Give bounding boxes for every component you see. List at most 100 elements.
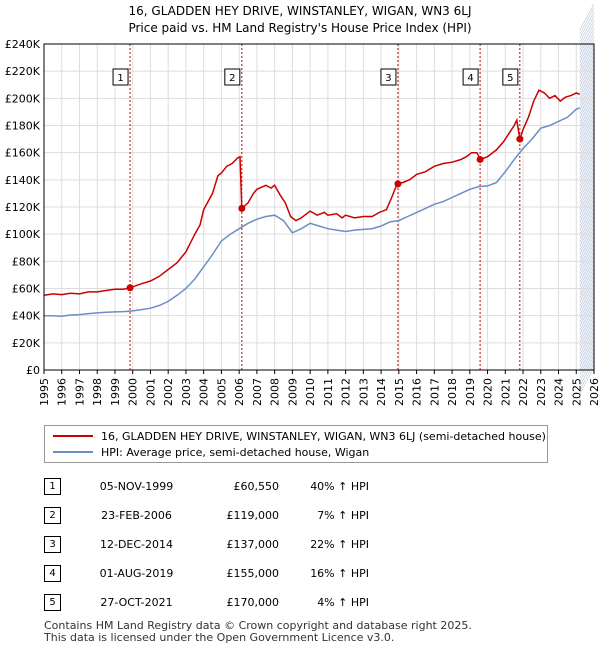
x-tick-label: 2012	[340, 378, 353, 406]
footer: Contains HM Land Registry data © Crown c…	[44, 620, 472, 644]
table-row: 5 27-OCT-2021 £170,000 4% ↑ HPI	[44, 588, 369, 617]
legend-hpi-label: HPI: Average price, semi-detached house,…	[101, 445, 370, 459]
sale-price: £137,000	[226, 538, 280, 551]
sale-number-box	[224, 68, 241, 86]
sale-price: £170,000	[226, 596, 280, 609]
x-tick-label: 2019	[464, 378, 477, 406]
x-tick-label: 2022	[517, 378, 530, 406]
sale-number-label: 2	[229, 73, 235, 84]
sale-hpi-diff: 22% ↑ HPI	[310, 538, 369, 551]
price-line	[43, 89, 581, 297]
x-tick-label: 2018	[446, 378, 459, 406]
sale-number-box	[462, 68, 479, 86]
sale-number-badge: 1	[44, 478, 61, 495]
table-row: 3 12-DEC-2014 £137,000 22% ↑ HPI	[44, 530, 369, 559]
table-row: 2 23-FEB-2006 £119,000 7% ↑ HPI	[44, 501, 369, 530]
y-tick-label: £120K	[5, 201, 41, 214]
table-row: 1 05-NOV-1999 £60,550 40% ↑ HPI	[44, 472, 369, 501]
legend: 16, GLADDEN HEY DRIVE, WINSTANLEY, WIGAN…	[44, 425, 548, 463]
sale-date: 27-OCT-2021	[100, 596, 173, 609]
sale-price: £60,550	[233, 480, 280, 493]
sale-point	[126, 284, 134, 292]
y-tick-label: £160K	[5, 147, 41, 160]
legend-item-price: 16, GLADDEN HEY DRIVE, WINSTANLEY, WIGAN…	[53, 428, 546, 444]
chart-title: 16, GLADDEN HEY DRIVE, WINSTANLEY, WIGAN…	[128, 4, 472, 18]
x-tick-label: 2011	[322, 378, 335, 406]
sale-date: 01-AUG-2019	[99, 567, 174, 580]
sale-point	[516, 135, 524, 143]
x-tick-label: 2014	[375, 378, 388, 406]
x-tick-label: 2010	[304, 378, 317, 406]
plot-border	[43, 43, 595, 371]
x-tick-label: 1996	[56, 378, 69, 406]
hpi-line	[44, 107, 581, 318]
x-tick-label: 2015	[393, 378, 406, 406]
sale-date: 23-FEB-2006	[101, 509, 172, 522]
x-tick-label: 2023	[535, 378, 548, 406]
x-tick-label: 2008	[269, 378, 282, 406]
y-tick-label: £140K	[5, 174, 41, 187]
sale-point	[238, 204, 246, 212]
x-tick-label: 2026	[588, 378, 600, 406]
y-tick-label: £0	[26, 364, 40, 377]
sale-hpi-diff: 16% ↑ HPI	[310, 567, 369, 580]
x-tick-label: 2004	[198, 378, 211, 406]
y-tick-label: £40K	[12, 310, 41, 323]
price-chart: £0 £20K £40K £60K £80K £100K £120K £140K £160K £1…	[5, 3, 600, 406]
sale-point	[476, 155, 484, 163]
sale-number-label: 5	[507, 73, 513, 84]
sale-hpi-diff: 7% ↑ HPI	[317, 509, 369, 522]
x-tick-label: 1995	[38, 378, 51, 406]
x-tick-label: 2009	[286, 378, 299, 406]
x-tick-label: 2003	[180, 378, 193, 406]
x-tick-label: 1998	[91, 378, 104, 406]
x-tick-label: 2020	[482, 378, 495, 406]
sale-hpi-diff: 40% ↑ HPI	[310, 480, 369, 493]
y-tick-label: £240K	[5, 38, 41, 51]
x-tick-label: 2013	[357, 378, 370, 406]
x-tick-label: 2021	[499, 378, 512, 406]
sale-number-badge: 3	[44, 536, 61, 553]
hpi-line-swatch	[53, 451, 93, 453]
x-tick-label: 2002	[162, 378, 175, 406]
sale-number-label: 1	[117, 73, 123, 84]
x-tick-label: 2025	[570, 378, 583, 406]
sale-number-box	[112, 68, 129, 86]
x-tick-label: 2007	[251, 378, 264, 406]
price-line-swatch	[53, 435, 93, 437]
chart-subtitle: Price paid vs. HM Land Registry's House …	[128, 21, 472, 35]
x-tick-label: 1997	[73, 378, 86, 406]
legend-price-label: 16, GLADDEN HEY DRIVE, WINSTANLEY, WIGAN…	[101, 429, 546, 443]
y-tick-label: £220K	[5, 65, 41, 78]
sale-number-label: 4	[467, 73, 473, 84]
licence-text: This data is licensed under the Open Gov…	[44, 631, 395, 644]
sale-price: £119,000	[226, 509, 280, 522]
x-tick-label: 2000	[127, 378, 140, 406]
y-tick-label: £60K	[12, 283, 41, 296]
sale-hpi-diff: 4% ↑ HPI	[317, 596, 369, 609]
sale-date: 12-DEC-2014	[99, 538, 174, 551]
x-tick-label: 2006	[233, 378, 246, 406]
x-tick-label: 2017	[428, 378, 441, 406]
y-tick-label: £180K	[5, 120, 41, 133]
sale-number-badge: 4	[44, 565, 61, 582]
x-tick-label: 2001	[144, 378, 157, 406]
x-tick-label: 2005	[215, 378, 228, 406]
sale-price: £155,000	[226, 567, 280, 580]
sale-number-box	[380, 68, 397, 86]
copyright-text: Contains HM Land Registry data © Crown c…	[44, 619, 472, 632]
sale-date: 05-NOV-1999	[99, 480, 174, 493]
y-tick-label: £100K	[5, 228, 41, 241]
sale-number-label: 3	[385, 73, 391, 84]
y-tick-label: £200K	[5, 92, 41, 105]
table-row: 4 01-AUG-2019 £155,000 16% ↑ HPI	[44, 559, 369, 588]
sale-number-badge: 5	[44, 594, 61, 611]
legend-item-hpi: HPI: Average price, semi-detached house,…	[53, 444, 369, 460]
x-tick-label: 2024	[553, 378, 566, 406]
x-tick-label: 2016	[411, 378, 424, 406]
sales-table: 1 05-NOV-1999 £60,550 40% ↑ HPI 2 23-FEB…	[44, 472, 369, 617]
y-tick-label: £80K	[12, 255, 41, 268]
sale-number-badge: 2	[44, 507, 61, 524]
x-tick-label: 1999	[109, 378, 122, 406]
sale-point	[394, 180, 402, 188]
